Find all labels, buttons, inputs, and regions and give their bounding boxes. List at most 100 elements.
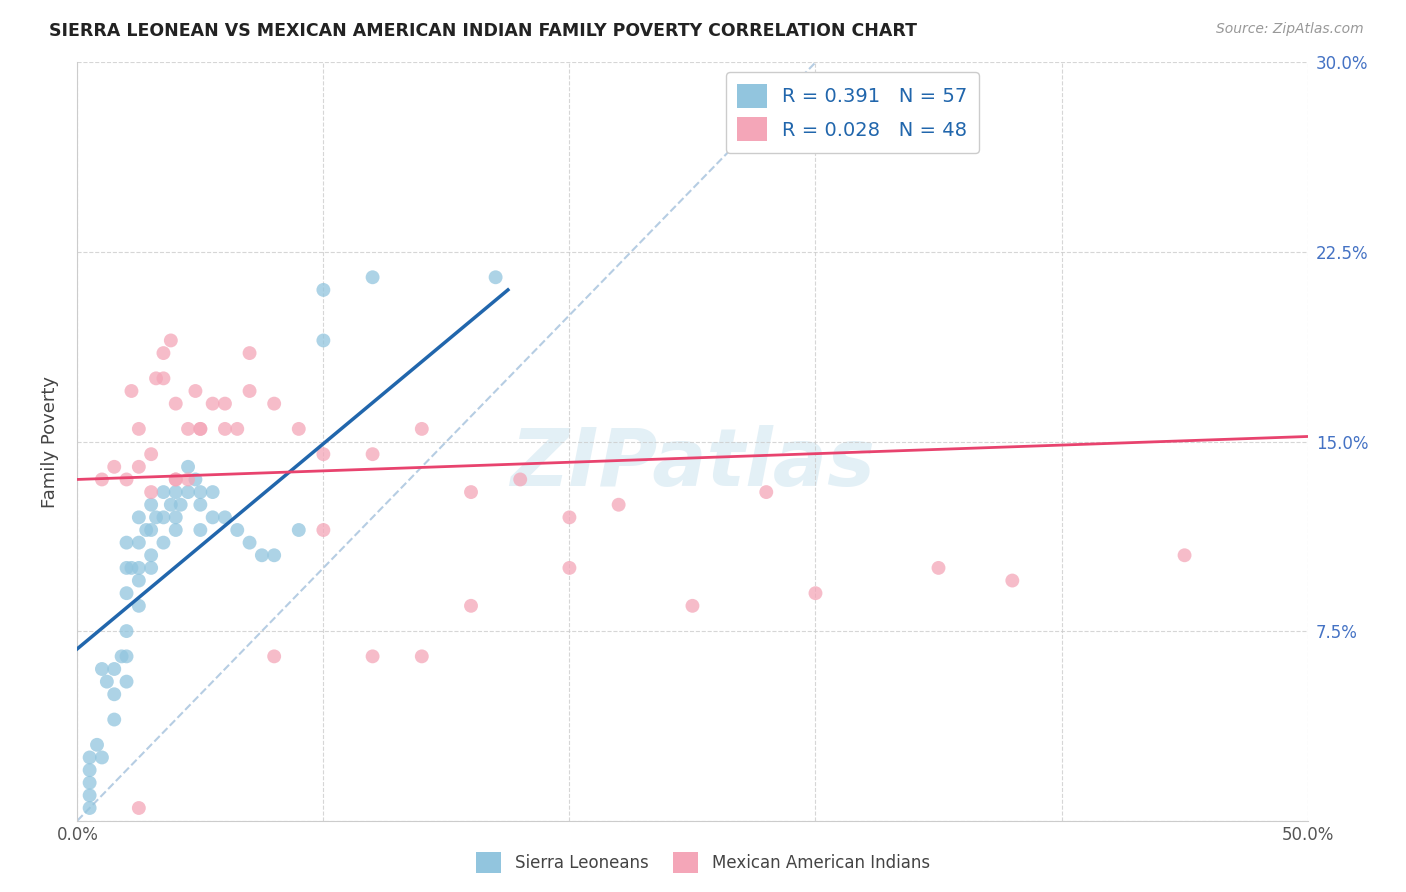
Point (226, 523, 249, 537)
Point (250, 548, 273, 563)
Point (239, 535, 262, 549)
Point (460, 599, 482, 613)
Point (361, 447, 384, 461)
Point (160, 498, 183, 512)
Point (115, 674, 138, 689)
Point (165, 485, 187, 500)
Legend: Sierra Leoneans, Mexican American Indians: Sierra Leoneans, Mexican American Indian… (470, 846, 936, 880)
Point (288, 523, 311, 537)
Point (312, 334, 335, 348)
Point (96, 674, 118, 689)
Point (103, 662, 125, 676)
Point (312, 283, 335, 297)
Point (152, 485, 174, 500)
Point (115, 535, 138, 549)
Point (115, 561, 138, 575)
Point (128, 561, 150, 575)
Point (361, 270, 384, 285)
Point (121, 384, 143, 398)
Point (145, 510, 167, 524)
Point (135, 523, 157, 537)
Point (214, 510, 236, 524)
Point (188, 485, 212, 500)
Point (115, 624, 138, 639)
Point (128, 422, 150, 436)
Point (152, 510, 174, 524)
Point (226, 422, 249, 436)
Point (79, 801, 101, 815)
Point (188, 422, 212, 436)
Point (115, 586, 138, 600)
Point (79, 750, 101, 764)
Point (152, 371, 174, 385)
Point (288, 422, 311, 436)
Point (177, 485, 200, 500)
Point (152, 346, 174, 360)
Point (177, 459, 200, 474)
Point (128, 574, 150, 588)
Point (263, 649, 285, 664)
Point (682, 599, 704, 613)
Point (121, 561, 143, 575)
Point (460, 485, 482, 500)
Point (607, 498, 630, 512)
Point (755, 485, 778, 500)
Point (188, 422, 212, 436)
Point (128, 510, 150, 524)
Point (152, 535, 174, 549)
Point (165, 396, 187, 410)
Point (103, 713, 125, 727)
Point (90, 750, 114, 764)
Point (177, 473, 200, 487)
Point (165, 473, 187, 487)
Point (145, 371, 167, 385)
Point (170, 498, 193, 512)
Text: SIERRA LEONEAN VS MEXICAN AMERICAN INDIAN FAMILY POVERTY CORRELATION CHART: SIERRA LEONEAN VS MEXICAN AMERICAN INDIA… (49, 22, 917, 40)
Point (141, 561, 163, 575)
Point (263, 548, 285, 563)
Point (103, 459, 125, 474)
Point (558, 561, 581, 575)
Point (201, 510, 224, 524)
Point (141, 498, 163, 512)
Point (214, 396, 236, 410)
Point (160, 334, 183, 348)
Point (188, 523, 212, 537)
Point (165, 510, 187, 524)
Point (1001, 574, 1024, 588)
Point (928, 561, 950, 575)
Point (115, 649, 138, 664)
Legend: R = 0.391   N = 57, R = 0.028   N = 48: R = 0.391 N = 57, R = 0.028 N = 48 (725, 72, 979, 153)
Point (312, 447, 335, 461)
Point (128, 801, 150, 815)
Point (1174, 548, 1197, 563)
Point (141, 485, 163, 500)
Point (509, 473, 531, 487)
Point (188, 498, 212, 512)
Point (804, 586, 827, 600)
Point (111, 649, 132, 664)
Point (239, 384, 262, 398)
Point (165, 473, 187, 487)
Point (558, 510, 581, 524)
Point (79, 776, 101, 790)
Point (90, 662, 114, 676)
Y-axis label: Family Poverty: Family Poverty (41, 376, 59, 508)
Point (128, 599, 150, 613)
Point (312, 523, 335, 537)
Point (184, 473, 207, 487)
Text: Source: ZipAtlas.com: Source: ZipAtlas.com (1216, 22, 1364, 37)
Point (485, 270, 508, 285)
Point (141, 447, 163, 461)
Point (411, 649, 433, 664)
Point (184, 384, 207, 398)
Point (79, 789, 101, 803)
Point (103, 687, 125, 701)
Point (214, 422, 236, 436)
Point (177, 422, 200, 436)
Point (115, 473, 138, 487)
Point (361, 649, 384, 664)
Point (141, 548, 163, 563)
Point (79, 763, 101, 777)
Point (86, 738, 108, 752)
